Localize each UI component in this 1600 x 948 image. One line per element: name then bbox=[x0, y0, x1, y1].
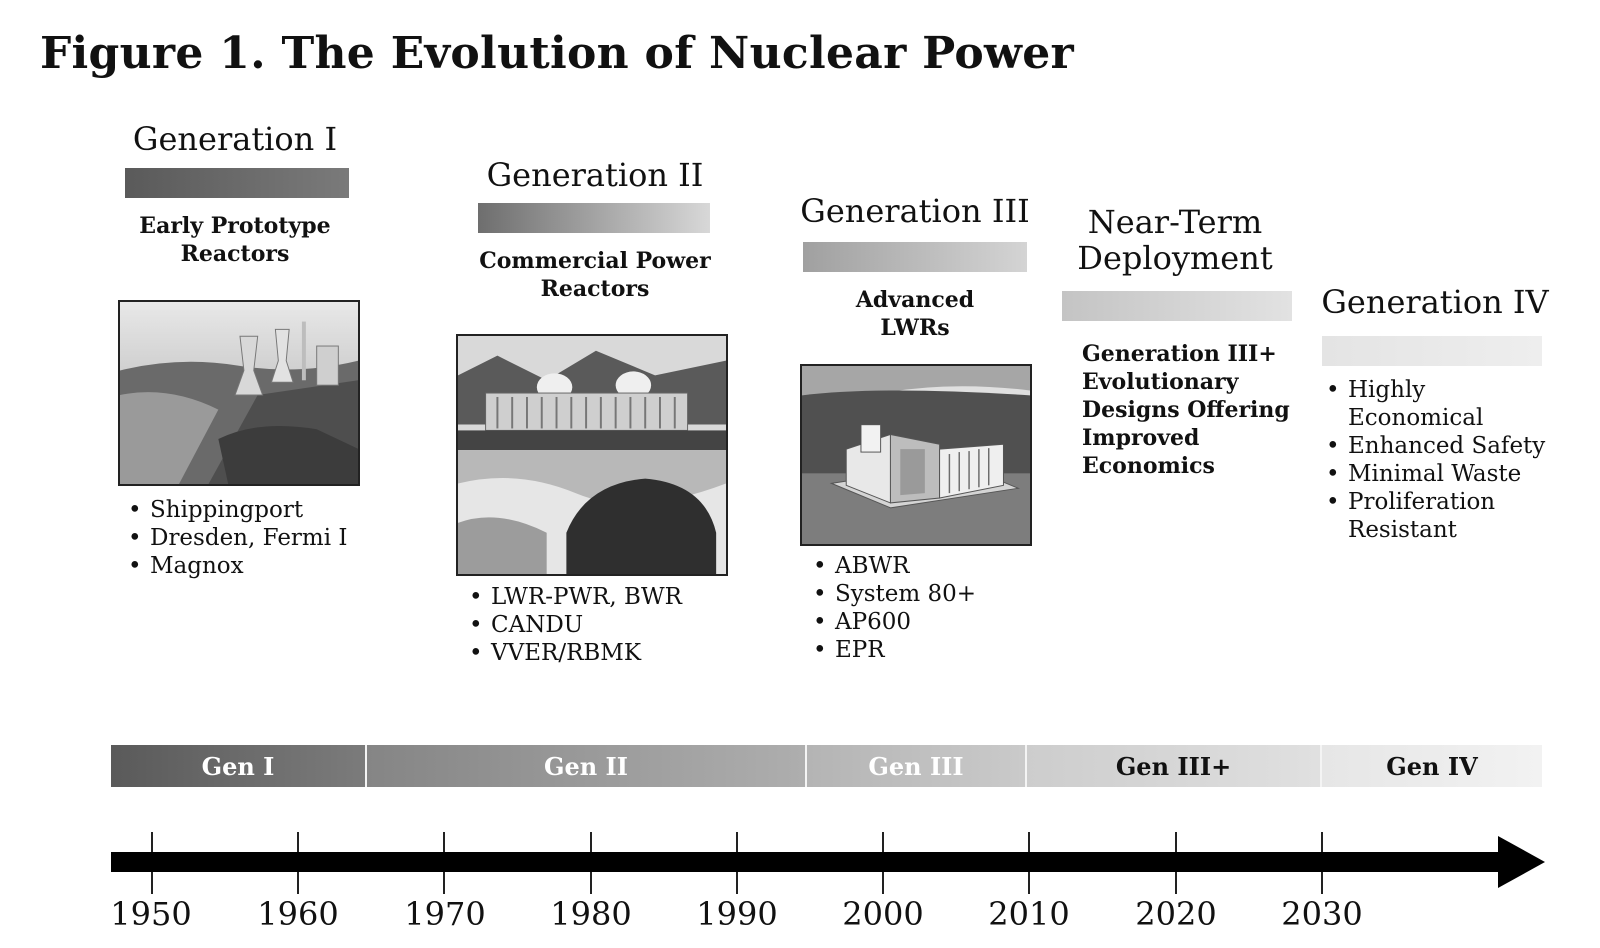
generation-3-subtitle: Advanced LWRs bbox=[800, 286, 1030, 342]
timeline-segment-gen-3-plus: Gen III+ bbox=[1025, 745, 1320, 787]
title-line: Near-Term bbox=[1087, 203, 1263, 241]
timeline-segment-gen-1: Gen I bbox=[111, 745, 365, 787]
list-item: EPR bbox=[813, 636, 976, 664]
arrow-head-icon bbox=[1498, 836, 1545, 888]
reactor-cutaway-diagram-photo bbox=[800, 364, 1032, 546]
list-item: CANDU bbox=[469, 611, 682, 639]
generation-2-examples: LWR-PWR, BWR CANDU VVER/RBMK bbox=[469, 583, 682, 667]
near-term-subtitle: Generation III+ Evolutionary Designs Off… bbox=[1082, 340, 1302, 480]
year-label: 1950 bbox=[110, 895, 192, 933]
generation-3-bar bbox=[803, 242, 1027, 272]
subtitle-line: Commercial Power bbox=[479, 248, 711, 274]
title-line: Deployment bbox=[1077, 239, 1273, 277]
generation-2-title: Generation II bbox=[486, 156, 704, 194]
generation-timeline-band: Gen I Gen II Gen III Gen III+ Gen IV bbox=[111, 745, 1542, 787]
list-item-line: Resistant bbox=[1348, 517, 1457, 543]
year-label: 1990 bbox=[696, 895, 778, 933]
list-item-line: Proliferation bbox=[1348, 489, 1496, 515]
subtitle-line: Designs Offering bbox=[1082, 397, 1290, 423]
subtitle-line: Improved bbox=[1082, 425, 1200, 451]
year-label: 2000 bbox=[842, 895, 924, 933]
riverside-power-plant-photo bbox=[456, 334, 728, 576]
generation-4-bar bbox=[1322, 336, 1542, 366]
figure-title: Figure 1. The Evolution of Nuclear Power bbox=[40, 28, 1074, 79]
timeline-segment-gen-2: Gen II bbox=[365, 745, 805, 787]
arrow-shaft bbox=[111, 852, 1501, 872]
subtitle-line: Advanced bbox=[855, 287, 975, 313]
subtitle-line: Reactors bbox=[540, 276, 650, 302]
list-item: Magnox bbox=[128, 552, 348, 580]
list-item: Dresden, Fermi I bbox=[128, 524, 348, 552]
generation-2-subtitle: Commercial Power Reactors bbox=[465, 247, 725, 303]
subtitle-line: Economics bbox=[1082, 453, 1215, 479]
subtitle-line: Early Prototype bbox=[139, 213, 331, 239]
generation-2-bar bbox=[478, 203, 710, 233]
subtitle-line: LWRs bbox=[880, 315, 950, 341]
generation-3-examples: ABWR System 80+ AP600 EPR bbox=[813, 552, 976, 664]
list-item-line: Highly bbox=[1348, 377, 1426, 403]
generation-4-title: Generation IV bbox=[1321, 283, 1549, 321]
list-item: VVER/RBMK bbox=[469, 639, 682, 667]
nuclear-plant-cooling-towers-photo bbox=[118, 300, 360, 486]
subtitle-line: Reactors bbox=[180, 241, 290, 267]
list-item: System 80+ bbox=[813, 580, 976, 608]
generation-1-examples: Shippingport Dresden, Fermi I Magnox bbox=[128, 496, 348, 580]
generation-1-title: Generation I bbox=[132, 120, 338, 158]
year-label: 1960 bbox=[257, 895, 339, 933]
timeline-segment-gen-4: Gen IV bbox=[1320, 745, 1542, 787]
list-item: LWR-PWR, BWR bbox=[469, 583, 682, 611]
generation-3-title: Generation III bbox=[800, 192, 1030, 230]
near-term-title: Near-Term Deployment bbox=[1060, 204, 1290, 276]
timeline-segment-gen-3: Gen III bbox=[805, 745, 1025, 787]
near-term-bar bbox=[1062, 291, 1292, 321]
year-label: 2030 bbox=[1281, 895, 1363, 933]
year-label: 1980 bbox=[550, 895, 632, 933]
year-label: 2010 bbox=[988, 895, 1070, 933]
list-item: Enhanced Safety bbox=[1326, 432, 1545, 460]
generation-1-subtitle: Early Prototype Reactors bbox=[120, 212, 350, 268]
year-label: 2020 bbox=[1135, 895, 1217, 933]
list-item-line: Economical bbox=[1348, 405, 1484, 431]
subtitle-line: Evolutionary bbox=[1082, 369, 1239, 395]
list-item: Shippingport bbox=[128, 496, 348, 524]
list-item: Minimal Waste bbox=[1326, 460, 1545, 488]
list-item: ABWR bbox=[813, 552, 976, 580]
timeline-arrow bbox=[111, 832, 1545, 894]
list-item: AP600 bbox=[813, 608, 976, 636]
subtitle-line: Generation III+ bbox=[1082, 341, 1277, 367]
generation-1-bar bbox=[125, 168, 349, 198]
year-label: 1970 bbox=[404, 895, 486, 933]
